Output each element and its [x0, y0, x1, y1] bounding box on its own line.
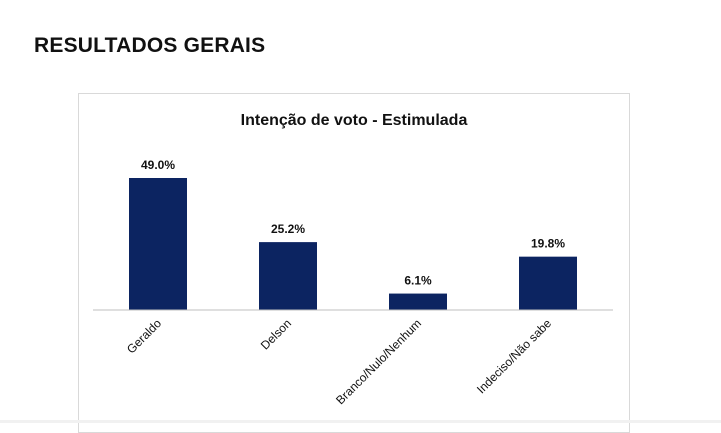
data-label-indeciso-nao-sabe: 19.8% [531, 237, 565, 251]
bar-branco-nulo-nenhum [389, 293, 447, 310]
bar-chart: Intenção de voto - Estimulada 49.0% Geral… [93, 112, 613, 407]
category-label-delson: Delson [258, 316, 294, 352]
bars-layer [129, 178, 577, 310]
data-label-geraldo: 49.0% [141, 158, 175, 172]
chart-title: Intenção de voto - Estimulada [241, 112, 468, 129]
category-label-geraldo: Geraldo [124, 316, 164, 356]
bar-geraldo [129, 178, 187, 310]
category-label-indeciso-nao-sabe: Indeciso/Não sabe [474, 316, 554, 396]
bottom-strip [0, 420, 721, 423]
bar-delson [259, 242, 317, 310]
page-heading: RESULTADOS GERAIS [34, 34, 266, 57]
data-label-branco-nulo-nenhum: 6.1% [404, 274, 432, 288]
category-label-branco-nulo-nenhum: Branco/Nulo/Nenhum [333, 316, 424, 407]
bar-indeciso-nao-sabe [519, 256, 577, 310]
data-label-delson: 25.2% [271, 222, 305, 236]
labels-layer: 49.0% Geraldo 25.2% Delson 6.1% Branco/Nulo/N… [124, 158, 565, 407]
